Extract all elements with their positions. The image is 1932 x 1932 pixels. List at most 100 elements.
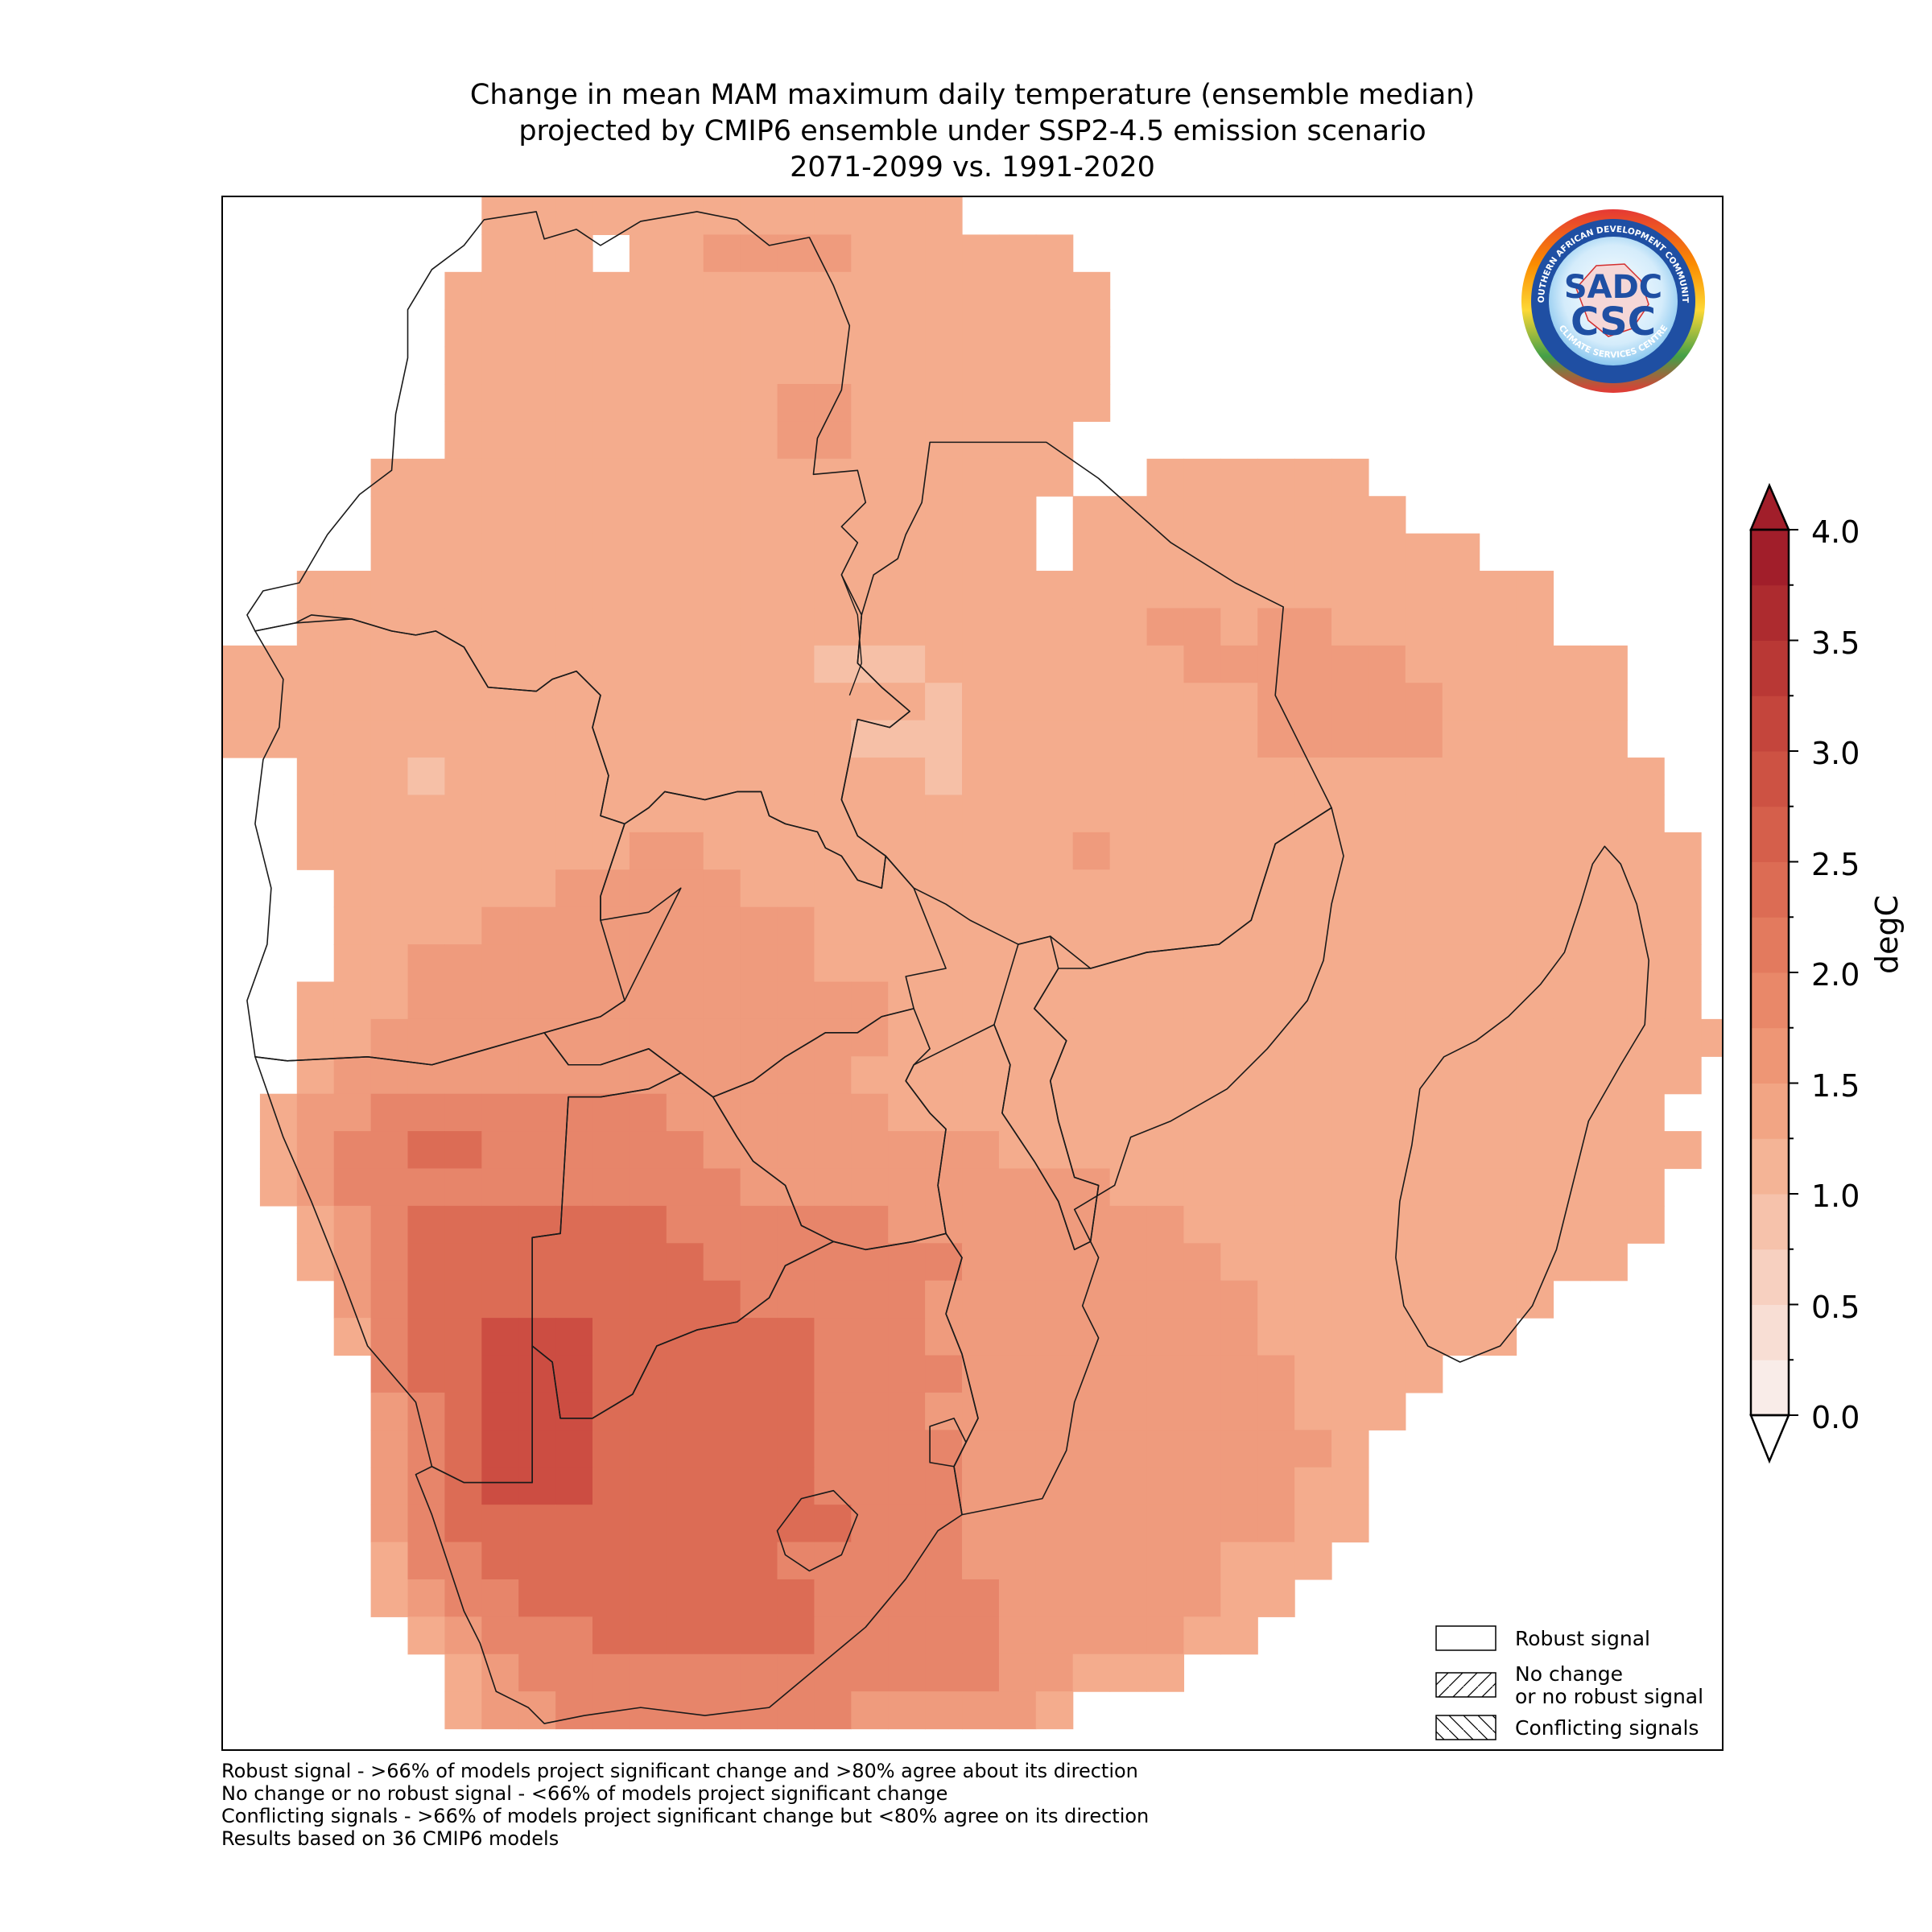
grid-cell xyxy=(481,533,519,572)
grid-cell xyxy=(888,645,926,683)
grid-cell xyxy=(666,496,704,535)
grid-cell xyxy=(592,1131,630,1170)
grid-cell xyxy=(481,720,519,758)
grid-cell xyxy=(888,683,926,721)
grid-cell xyxy=(592,1205,630,1244)
grid-cell xyxy=(1220,645,1258,683)
grid-cell xyxy=(703,1542,741,1580)
grid-cell xyxy=(962,944,1000,983)
grid-cell xyxy=(1146,496,1185,535)
grid-cell xyxy=(851,1467,889,1505)
grid-cell xyxy=(1072,1542,1111,1580)
grid-cell xyxy=(1590,720,1628,758)
grid-cell xyxy=(444,1653,482,1692)
grid-cell xyxy=(925,197,963,236)
grid-cell xyxy=(1072,1616,1111,1655)
grid-cell xyxy=(777,683,815,721)
grid-cell xyxy=(998,346,1037,385)
grid-cell xyxy=(333,832,372,870)
grid-cell xyxy=(962,869,1000,908)
grid-cell xyxy=(1479,1205,1517,1244)
grid-cell xyxy=(962,271,1000,310)
grid-cell xyxy=(1146,981,1185,1020)
grid-cell xyxy=(1109,1355,1148,1393)
grid-cell xyxy=(1368,758,1406,796)
grid-cell xyxy=(851,683,889,721)
grid-cell xyxy=(1331,720,1369,758)
grid-cell xyxy=(1294,1168,1332,1207)
grid-cell xyxy=(1331,458,1369,497)
grid-cell xyxy=(1035,1243,1074,1282)
grid-cell xyxy=(370,496,409,535)
grid-cell xyxy=(998,421,1037,460)
grid-cell xyxy=(1035,1616,1074,1655)
grid-cell xyxy=(1368,832,1406,870)
grid-cell xyxy=(1257,906,1295,945)
grid-cell xyxy=(444,683,482,721)
grid-cell xyxy=(1664,1131,1702,1170)
grid-cell xyxy=(1220,1467,1258,1505)
grid-cell xyxy=(1035,421,1074,460)
grid-cell xyxy=(925,1542,963,1580)
grid-cell xyxy=(740,1168,778,1207)
grid-cell xyxy=(481,869,519,908)
grid-cell xyxy=(296,832,335,870)
grid-cell xyxy=(740,1093,778,1132)
grid-cell xyxy=(1405,1355,1443,1393)
grid-cell xyxy=(518,571,556,609)
grid-cell xyxy=(1146,1243,1185,1282)
grid-cell xyxy=(1109,1616,1148,1655)
grid-cell xyxy=(629,458,667,497)
grid-cell xyxy=(703,832,741,870)
grid-cell xyxy=(1072,1653,1111,1692)
grid-cell xyxy=(1072,496,1111,535)
grid-cell xyxy=(851,1430,889,1468)
grid-cell xyxy=(592,683,630,721)
grid-cell xyxy=(703,795,741,833)
grid-cell xyxy=(703,944,741,983)
grid-cell xyxy=(1590,683,1628,721)
grid-cell xyxy=(444,758,482,796)
grid-cell xyxy=(1183,1505,1221,1543)
grid-cell xyxy=(851,533,889,572)
grid-cell xyxy=(1331,571,1369,609)
grid-cell xyxy=(1627,1168,1665,1207)
grid-cell xyxy=(814,496,852,535)
grid-cell xyxy=(407,1430,446,1468)
legend-swatches xyxy=(1435,1625,1496,1740)
colorbar-units-label: degC xyxy=(1869,894,1905,974)
grid-cell xyxy=(592,384,630,423)
grid-cell xyxy=(962,571,1000,609)
grid-cell xyxy=(814,458,852,497)
grid-cell xyxy=(814,197,852,236)
grid-cell xyxy=(1331,1205,1369,1244)
grid-cell xyxy=(851,571,889,609)
grid-cell xyxy=(888,832,926,870)
colorbar-tick-label: 0.0 xyxy=(1811,1400,1860,1435)
grid-cell xyxy=(481,1131,519,1170)
grid-cell xyxy=(851,421,889,460)
grid-cell xyxy=(1109,1168,1148,1207)
grid-cell xyxy=(629,1505,667,1543)
grid-cell xyxy=(1294,1093,1332,1132)
grid-cell xyxy=(740,1616,778,1655)
grid-cell xyxy=(555,608,593,646)
grid-cell xyxy=(1146,1616,1185,1655)
temperature-change-map xyxy=(223,197,1722,1730)
grid-cell xyxy=(370,645,409,683)
grid-cell xyxy=(333,1131,372,1170)
grid-cell xyxy=(1405,1205,1443,1244)
grid-cell xyxy=(1590,1018,1628,1057)
grid-cell xyxy=(925,608,963,646)
grid-cell xyxy=(814,1691,852,1730)
grid-cell xyxy=(666,1131,704,1170)
grid-cell xyxy=(1146,906,1185,945)
grid-cell xyxy=(1553,645,1591,683)
grid-cell xyxy=(1590,906,1628,945)
grid-cell xyxy=(1257,1093,1295,1132)
grid-cell xyxy=(1220,533,1258,572)
grid-cell xyxy=(518,1616,556,1655)
grid-cell xyxy=(1516,1243,1554,1282)
grid-cell xyxy=(1442,1018,1480,1057)
grid-cell xyxy=(555,346,593,385)
